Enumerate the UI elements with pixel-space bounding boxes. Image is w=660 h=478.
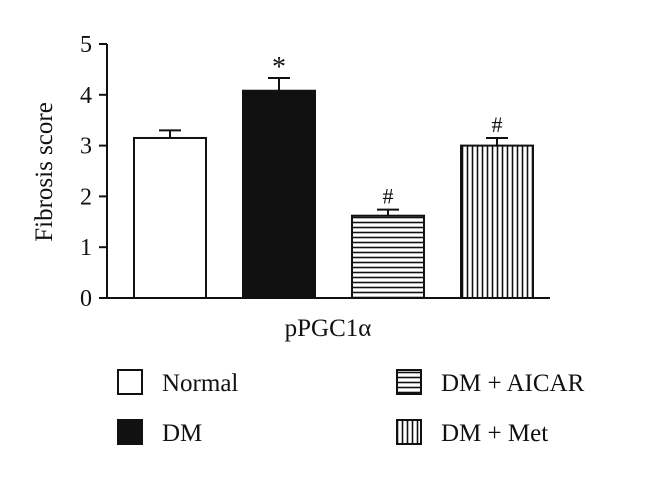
significance-marker: * <box>272 52 286 83</box>
bars: * # # <box>133 52 534 300</box>
legend: Normal DM DM + AICAR DM + Met <box>117 369 585 447</box>
legend-swatch <box>396 419 422 445</box>
legend-label: DM + AICAR <box>441 370 585 397</box>
y-axis-label: Fibrosis score <box>31 102 58 242</box>
legend-label: Normal <box>162 370 238 397</box>
y-tick-label: 2 <box>80 184 92 210</box>
legend-swatch <box>117 419 143 445</box>
y-tick-label: 1 <box>80 235 92 261</box>
x-axis-label: pPGC1α <box>285 315 372 342</box>
legend-label: DM <box>162 420 202 447</box>
y-ticks: 0 1 2 3 4 5 <box>80 32 107 312</box>
y-tick-label: 5 <box>80 32 92 58</box>
legend-label: DM + Met <box>441 420 548 447</box>
significance-marker: # <box>383 184 394 209</box>
significance-marker: # <box>492 112 503 137</box>
bar-dm <box>242 89 316 300</box>
bar-dm-met <box>460 144 534 299</box>
bar-dm-aicar <box>351 214 425 299</box>
y-tick-label: 4 <box>80 83 92 109</box>
y-tick-label: 0 <box>80 286 92 312</box>
legend-swatch <box>396 369 422 395</box>
y-tick-label: 3 <box>80 134 92 160</box>
bar-normal <box>133 136 207 299</box>
legend-swatch <box>117 369 143 395</box>
